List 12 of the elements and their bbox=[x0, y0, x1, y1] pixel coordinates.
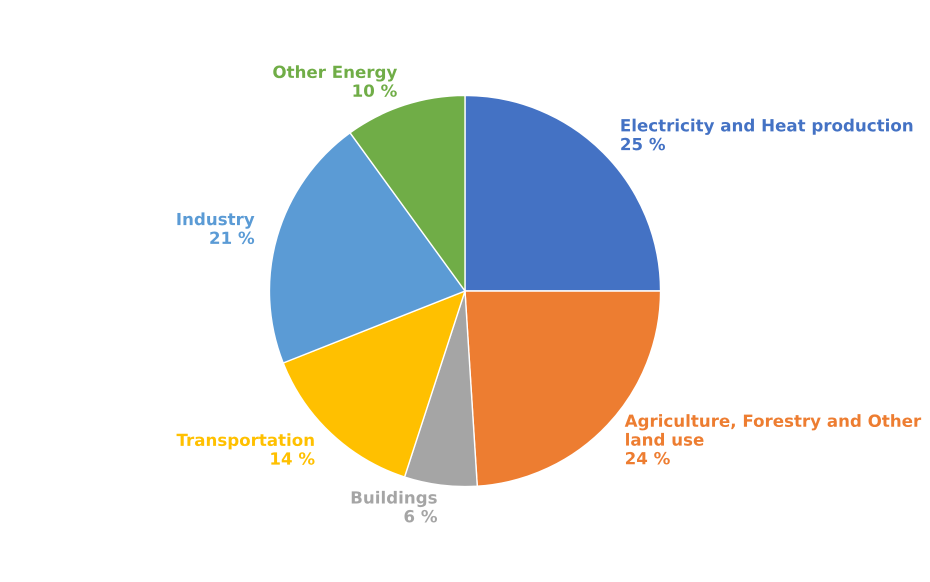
data-label: 10 % bbox=[354, 84, 397, 97]
data-label: 14 % bbox=[271, 452, 315, 465]
data-label: 24 % bbox=[626, 452, 670, 464]
slice-label: Buildings bbox=[352, 490, 437, 508]
data-label: 25 % bbox=[621, 138, 666, 150]
slice-label: Electricity and Heat production bbox=[621, 118, 912, 135]
slice-label: Other Energy bbox=[273, 65, 398, 82]
slice-label: Agriculture, Forestry and Other land use bbox=[624, 414, 922, 446]
data-label: 6 % bbox=[404, 510, 438, 523]
slice-label: Industry bbox=[177, 212, 254, 229]
slice-label: Transportation bbox=[176, 433, 314, 450]
data-label: 21 % bbox=[210, 232, 254, 244]
